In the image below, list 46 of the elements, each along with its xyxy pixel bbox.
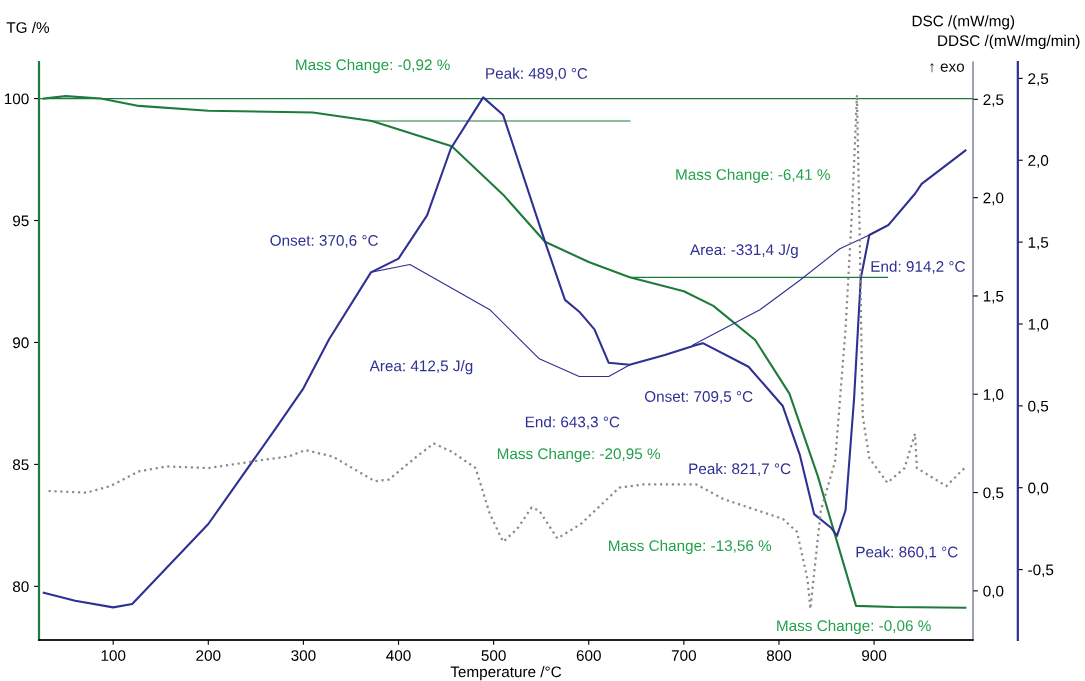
annotation: Area: -331,4 J/g — [690, 243, 798, 259]
annotation: Mass Change: -0,06 % — [777, 619, 931, 635]
annotation: Peak: 821,7 °C — [689, 462, 791, 476]
annotation: Mass Change: -6,41 % — [676, 168, 830, 183]
annotation: Onset: 709,5 °C — [644, 391, 753, 404]
x-tick-label: 400 — [386, 650, 411, 661]
y2-axis-title: DSC /(mW/mg) — [912, 15, 1015, 30]
y-axis-title: TG /% — [6, 21, 50, 33]
x-tick-label: 200 — [196, 650, 221, 661]
y3-tick-label: 0,0 — [1028, 482, 1049, 496]
x-tick-label: 800 — [766, 650, 792, 661]
y2-tick-label: 2,0 — [983, 192, 1004, 206]
y3-axis-title: DDSC /(mW/mg/min) — [938, 34, 1080, 50]
annotation: Mass Change: -13,56 % — [609, 539, 772, 555]
annotation: ↑ exo — [930, 63, 965, 73]
y3-tick-label: -0,5 — [1028, 564, 1054, 578]
annotation: Area: 412,5 J/g — [369, 360, 473, 375]
x-tick-label: 100 — [101, 650, 126, 661]
annotation: Mass Change: -20,95 % — [497, 447, 661, 463]
y-tick-label: 90 — [13, 337, 29, 349]
annotation: Peak: 489,0 °C — [486, 67, 588, 81]
y-tick-label: 100 — [4, 93, 29, 105]
y3-tick-label: 1,0 — [1028, 318, 1049, 332]
annotation: End: 643,3 °C — [525, 416, 620, 430]
x-axis-title: Temperature /°C — [450, 666, 562, 681]
annotation: Onset: 370,6 °C — [270, 235, 378, 248]
y3-tick-label: 0,5 — [1028, 400, 1049, 414]
y3-tick-label: 1,5 — [1028, 237, 1049, 250]
x-tick-label: 700 — [671, 650, 697, 661]
y3-tick-label: 2,5 — [1028, 73, 1049, 86]
y-tick-label: 85 — [12, 459, 29, 471]
y2-tick-label: 0,5 — [983, 487, 1004, 501]
annotation: End: 914,2 °C — [871, 260, 965, 274]
y-tick-label: 80 — [12, 581, 29, 593]
y-tick-label: 95 — [13, 215, 29, 227]
y2-tick-label: 0,0 — [983, 585, 1004, 599]
annotation: Peak: 860,1 °C — [856, 546, 958, 560]
x-tick-label: 500 — [481, 650, 506, 661]
x-tick-label: 600 — [576, 650, 601, 661]
y2-tick-label: 1,5 — [983, 290, 1004, 304]
x-tick-label: 900 — [862, 650, 887, 661]
y2-tick-label: 1,0 — [983, 389, 1004, 402]
y2-tick-label: 2,5 — [983, 94, 1004, 107]
annotation: Mass Change: -0,92 % — [296, 58, 450, 74]
y3-tick-label: 2,0 — [1028, 155, 1049, 168]
x-tick-label: 300 — [291, 650, 316, 661]
